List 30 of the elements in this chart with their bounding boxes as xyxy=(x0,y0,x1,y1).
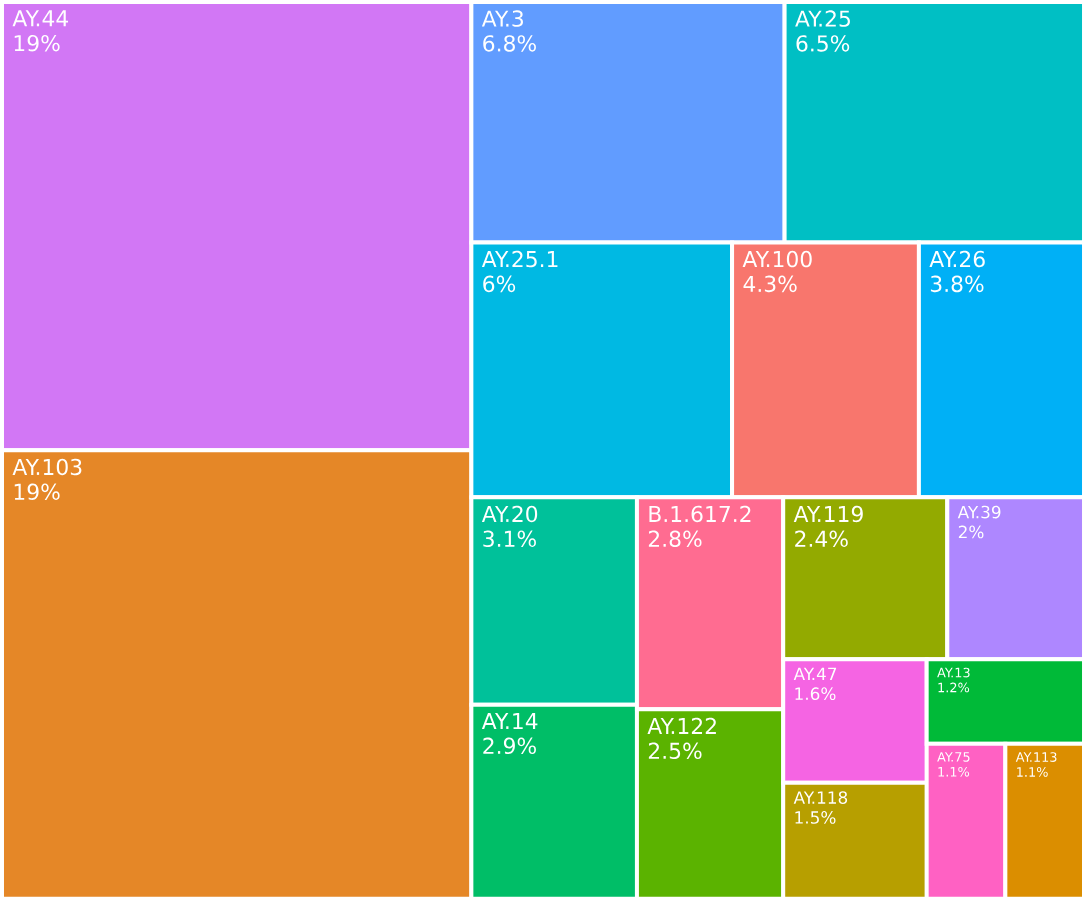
category-label: AY.100 xyxy=(742,250,812,267)
category-label: AY.3 xyxy=(481,10,523,27)
category-label: AY.39 xyxy=(957,505,1001,519)
category-label: B.1.617.2 xyxy=(649,505,751,522)
data-label: 4.3% xyxy=(743,275,797,292)
data-label: 19% xyxy=(14,483,60,500)
data-label: 6% xyxy=(483,275,516,292)
data-label: 2.4% xyxy=(795,530,848,547)
category-label: AY.44 xyxy=(12,10,69,26)
category-label: AY.119 xyxy=(793,505,863,522)
data-label: 2.8% xyxy=(648,530,702,547)
category-label: AY.20 xyxy=(481,505,538,522)
category-label: AY.47 xyxy=(793,667,837,680)
data-label: 2.9% xyxy=(483,737,536,754)
data-label: 3.8% xyxy=(930,275,984,292)
data-label: 2% xyxy=(958,525,984,538)
category-label: AY.26 xyxy=(929,250,985,267)
category-label: AY.25 xyxy=(795,10,850,27)
data-label: 1.5% xyxy=(795,810,836,824)
category-label: AY.122 xyxy=(647,717,716,734)
data-label: 1.6% xyxy=(795,687,836,700)
category-label: AY.118 xyxy=(793,790,848,804)
data-label: 19% xyxy=(14,34,60,52)
data-label: 6.5% xyxy=(796,34,850,52)
category-label: AY.25.1 xyxy=(481,250,558,267)
data-label: 6.8% xyxy=(483,34,536,52)
category-label: AY.103 xyxy=(12,458,82,475)
data-label: 2.5% xyxy=(648,742,702,759)
category-label: AY.14 xyxy=(481,712,538,729)
data-label: 3.1% xyxy=(483,530,536,547)
